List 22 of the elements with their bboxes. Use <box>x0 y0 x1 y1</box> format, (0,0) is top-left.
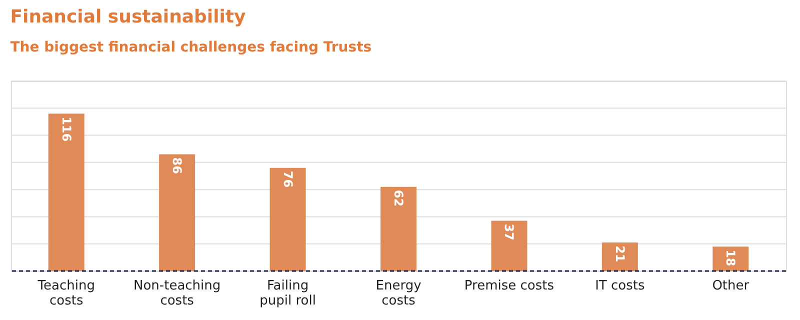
bar <box>602 242 638 271</box>
data-label: 86 <box>170 157 184 174</box>
data-label: 21 <box>612 246 627 262</box>
bar <box>159 154 196 271</box>
x-tick-label: Teaching costs <box>36 278 95 308</box>
x-tick-label: Energy costs <box>376 278 422 308</box>
x-tick-label: Premise costs <box>464 278 554 294</box>
chart-subtitle: The biggest financial challenges facing Trusts <box>10 40 372 56</box>
data-label: 18 <box>724 250 738 266</box>
bar <box>48 114 84 271</box>
bar <box>491 220 528 271</box>
chart-title: Financial sustainability <box>10 6 246 28</box>
bar <box>270 168 306 271</box>
x-tick-label: IT costs <box>595 278 645 294</box>
x-tick-label: Failing pupil roll <box>260 278 316 308</box>
bar <box>380 186 416 271</box>
data-label: 37 <box>502 224 516 240</box>
data-label: 62 <box>392 190 406 207</box>
x-tick-label: Other <box>712 278 750 294</box>
data-label: 76 <box>280 170 295 188</box>
x-tick-label: Non-teaching costs <box>133 278 221 308</box>
data-label: 116 <box>59 116 74 142</box>
